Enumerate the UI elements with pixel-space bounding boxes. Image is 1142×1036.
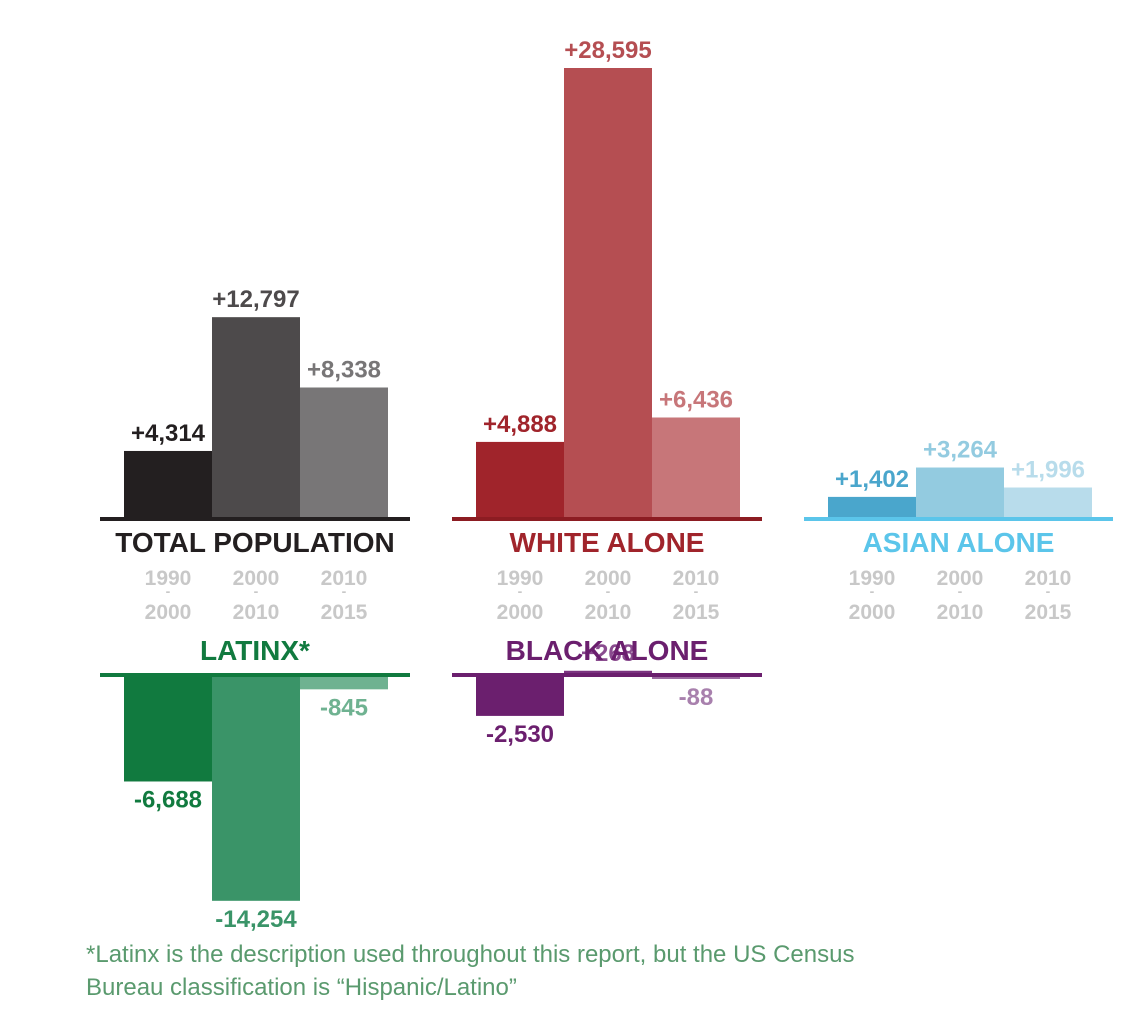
data-label: +3,264 (923, 437, 998, 464)
x-tick-label: 2010 (937, 601, 984, 624)
x-tick-label: - (958, 583, 963, 599)
data-label: +12,797 (212, 286, 299, 313)
data-label: +28,595 (564, 37, 651, 64)
x-tick-label: 1990 (145, 567, 192, 590)
x-tick-label: 2015 (321, 601, 368, 624)
bar (652, 417, 740, 519)
bar (212, 317, 300, 519)
bar (916, 467, 1004, 519)
bar (564, 68, 652, 519)
data-label: +4,888 (483, 411, 557, 438)
data-label: -845 (320, 694, 368, 721)
x-tick-label: - (606, 583, 611, 599)
footnote-line-1: *Latinx is the description used througho… (86, 941, 855, 968)
x-tick-label: 1990 (849, 567, 896, 590)
x-tick-label: 2000 (145, 601, 192, 624)
data-label: +268 (581, 640, 635, 667)
x-tick-label: 2010 (321, 567, 368, 590)
chart-title: BLACK ALONE (506, 635, 709, 666)
bar (564, 670, 652, 675)
chart-title: TOTAL POPULATION (115, 527, 394, 558)
data-label: +1,402 (835, 466, 909, 493)
x-tick-label: 2010 (673, 567, 720, 590)
bar (300, 387, 388, 519)
bar (124, 676, 212, 782)
x-tick-label: - (694, 583, 699, 599)
x-tick-label: - (518, 583, 523, 599)
x-tick-label: 2015 (1025, 601, 1072, 624)
x-tick-label: 2010 (233, 601, 280, 624)
x-tick-label: 2015 (673, 601, 720, 624)
x-tick-label: 2000 (849, 601, 896, 624)
x-tick-label: 2010 (1025, 567, 1072, 590)
bar (476, 676, 564, 716)
x-tick-label: - (166, 583, 171, 599)
x-tick-label: 2000 (233, 567, 280, 590)
x-tick-label: - (870, 583, 875, 599)
bar (212, 676, 300, 901)
chart-panel-4: -6,688 -14,254 -845 LATINX* (100, 635, 410, 933)
x-tick-label: 2000 (937, 567, 984, 590)
data-label: -6,688 (134, 786, 202, 813)
footnote-line-2: Bureau classification is “Hispanic/Latin… (86, 974, 517, 1001)
data-label: +8,338 (307, 356, 381, 383)
bar (828, 496, 916, 519)
data-label: -88 (679, 684, 714, 711)
data-label: +6,436 (659, 386, 733, 413)
x-tick-label: 2000 (585, 567, 632, 590)
x-tick-label: - (254, 583, 259, 599)
x-tick-label: - (1046, 583, 1051, 599)
bar (476, 441, 564, 519)
x-tick-label: - (342, 583, 347, 599)
chart-title: WHITE ALONE (510, 527, 705, 558)
chart-title: ASIAN ALONE (863, 527, 1055, 558)
chart-panel-5: -2,530 +268 -88 BLACK ALONE (452, 635, 762, 748)
bar (124, 450, 212, 519)
data-label: -14,254 (215, 906, 297, 933)
bar (300, 676, 388, 690)
bar (652, 676, 740, 679)
x-tick-label: 1990 (497, 567, 544, 590)
data-label: -2,530 (486, 721, 554, 748)
bar (1004, 487, 1092, 519)
footnote: *Latinx is the description used througho… (86, 938, 1086, 1004)
x-tick-label: 2010 (585, 601, 632, 624)
chart-title: LATINX* (200, 635, 310, 666)
data-label: +1,996 (1011, 457, 1085, 484)
x-tick-label: 2000 (497, 601, 544, 624)
data-label: +4,314 (131, 420, 206, 447)
